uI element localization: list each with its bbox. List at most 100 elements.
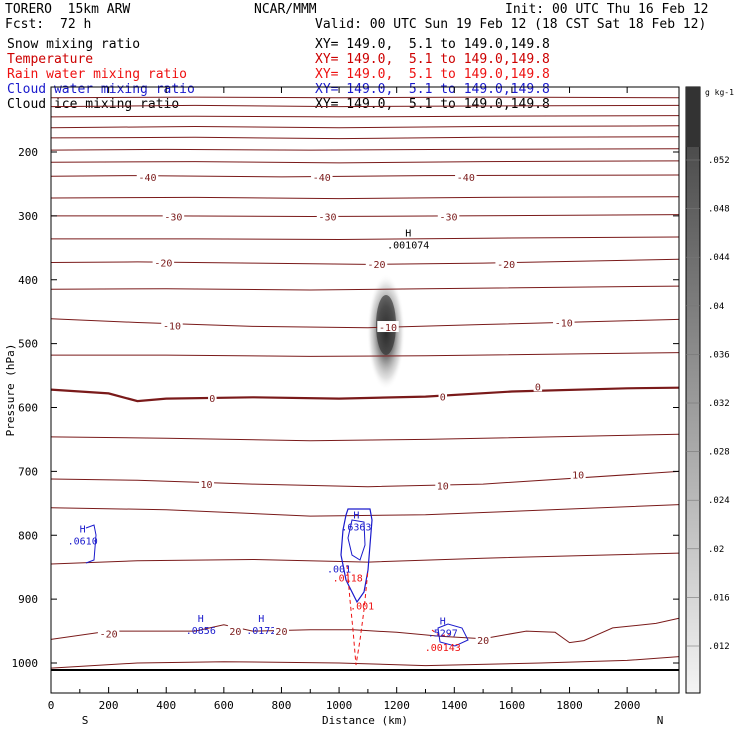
temperature-contour xyxy=(50,115,680,118)
extremum-value: .001 xyxy=(350,602,374,613)
temperature-label-bg xyxy=(152,256,175,268)
temperature-label: -40 xyxy=(457,173,475,184)
extremum-value: .001 xyxy=(327,564,351,575)
temperature-label-bg xyxy=(475,634,491,646)
temperature-label: -30 xyxy=(164,213,182,224)
colorbar-tick-label: .04 xyxy=(708,302,724,312)
temperature-contour xyxy=(50,470,680,488)
forecast-label: Fcst: xyxy=(5,17,45,32)
temperature-label-bg xyxy=(435,479,451,491)
extremum-value: .0856 xyxy=(186,626,216,637)
x-tick-label: 1200 xyxy=(383,699,410,712)
temperature-contour xyxy=(51,214,680,218)
temperature-contour xyxy=(50,125,680,129)
temperature-contour xyxy=(50,504,680,517)
temperature-contour xyxy=(50,617,680,644)
temperature-contour xyxy=(50,160,680,164)
cloud-water-contour-main xyxy=(340,508,373,604)
field-rain-name: Rain water mixing ratio xyxy=(7,67,188,82)
y-tick-label: 1000 xyxy=(12,657,39,670)
rain-contour-small xyxy=(437,623,469,647)
model-title: TORERO 15km ARW xyxy=(5,2,131,17)
x-end-label-south: S xyxy=(82,714,89,727)
temperature-contour xyxy=(50,196,680,200)
temperature-contour xyxy=(50,96,680,99)
temperature-label: 0 xyxy=(535,382,541,393)
x-tick-label: 800 xyxy=(272,699,292,712)
x-tick-label: 1400 xyxy=(441,699,468,712)
temperature-label: -10 xyxy=(163,322,181,333)
colorbar-tick-label: .032 xyxy=(708,399,730,409)
temperature-label: 0 xyxy=(440,393,446,404)
temperature-label-bg xyxy=(273,625,289,637)
x-tick-label: 2000 xyxy=(614,699,641,712)
temperature-label: -20 xyxy=(367,260,385,271)
field-cloudwater-name: Cloud water mixing ratio xyxy=(7,82,195,97)
y-axis-label: Pressure (hPa) xyxy=(4,344,17,437)
extremum-value: .00143 xyxy=(425,643,461,654)
rain-contour-dashed xyxy=(346,564,369,666)
plot-frame xyxy=(50,86,680,694)
extremum-value: .5297 xyxy=(428,628,458,639)
x-tick-label: 1800 xyxy=(556,699,583,712)
temperature-contour xyxy=(50,318,680,329)
colorbar-tick-label: .048 xyxy=(708,205,730,215)
field-snow-name: Snow mixing ratio xyxy=(7,37,141,52)
y-tick-label: 900 xyxy=(18,593,38,606)
colorbar-tick-label: .052 xyxy=(708,156,730,166)
temperature-label-bg xyxy=(438,390,448,402)
temperature-label-bg xyxy=(570,468,586,480)
temperature-label-bg xyxy=(495,257,517,269)
temperature-label-bg xyxy=(161,319,183,331)
y-tick-label: 200 xyxy=(18,146,38,159)
temperature-label-bg xyxy=(533,380,543,392)
y-tick-label: 400 xyxy=(18,274,38,287)
temperature-contour xyxy=(50,656,680,669)
temperature-label-bg xyxy=(227,625,243,637)
valid-time: Valid: 00 UTC Sun 19 Feb 12 (18 CST Sat … xyxy=(315,17,707,32)
temperature-label-bg xyxy=(311,170,333,182)
x-end-label-north: N xyxy=(657,714,664,727)
field-cloudwater-xy: XY= 149.0, 5.1 to 149.0,149.8 xyxy=(315,82,550,97)
temperature-label: -10 xyxy=(379,323,397,334)
x-tick-label: 0 xyxy=(48,699,55,712)
temperature-label-bg xyxy=(553,316,575,328)
temperature-label: 10 xyxy=(201,480,213,491)
colorbar-gradient xyxy=(685,86,701,694)
temperature-contour xyxy=(50,174,680,178)
field-temperature-name: Temperature xyxy=(7,52,94,67)
temperature-label: -20 xyxy=(100,630,118,641)
colorbar-tick-label: .016 xyxy=(708,593,730,603)
temperature-label-bg xyxy=(455,170,477,182)
field-rain-xy: XY= 149.0, 5.1 to 149.0,149.8 xyxy=(315,67,550,82)
cloud-water-contour-left xyxy=(85,524,97,564)
extremum-marker: H xyxy=(353,510,359,521)
temperature-label: -30 xyxy=(440,213,458,224)
extremum-value: .0610 xyxy=(68,536,98,547)
colorbar-tick-label: .012 xyxy=(708,642,730,652)
temperature-label-bg xyxy=(316,210,339,222)
y-tick-label: 600 xyxy=(18,402,38,415)
temperature-contour xyxy=(50,285,680,291)
temperature-label-bg xyxy=(377,321,399,333)
temperature-contour xyxy=(51,236,680,241)
colorbar-tick-label: .024 xyxy=(708,496,730,506)
temperature-contour xyxy=(50,258,680,265)
x-axis-label: Distance (km) xyxy=(322,714,408,727)
temperature-label-bg xyxy=(437,210,460,222)
init-time: Init: 00 UTC Thu 16 Feb 12 xyxy=(505,2,709,17)
temperature-label-bg xyxy=(162,210,185,222)
temperature-contour xyxy=(50,136,680,140)
field-temperature-xy: XY= 149.0, 5.1 to 149.0,149.8 xyxy=(315,52,550,67)
field-cloudice-xy: XY= 149.0, 5.1 to 149.0,149.8 xyxy=(315,97,550,112)
temperature-label-bg xyxy=(136,170,159,182)
x-tick-label: 1600 xyxy=(499,699,526,712)
temperature-contour xyxy=(51,352,680,357)
temperature-label: 20 xyxy=(229,627,241,638)
temperature-label: 20 xyxy=(477,636,489,647)
colorbar-tick-label: .028 xyxy=(708,448,730,458)
y-tick-label: 500 xyxy=(18,338,38,351)
y-tick-label: 300 xyxy=(18,210,38,223)
temperature-contour xyxy=(50,104,680,108)
